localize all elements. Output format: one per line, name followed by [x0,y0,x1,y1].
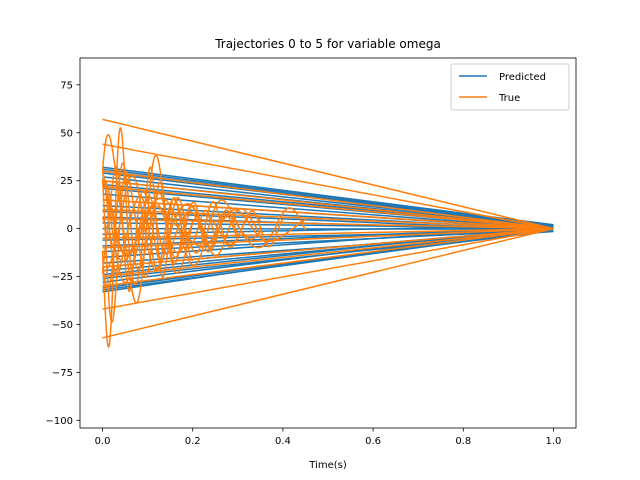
predicted-line [102,168,554,226]
x-tick-label: 0.6 [365,436,381,447]
predicted-line [102,193,554,230]
true-line [102,185,554,230]
true-line [102,227,554,287]
x-tick-label: 0.0 [95,436,111,447]
y-tick-label: 0 [67,224,73,235]
y-tick-label: 50 [60,128,73,139]
plot-area [101,118,554,348]
y-tick-label: −100 [46,416,73,427]
plot-frame [79,57,577,429]
true-line [102,227,554,339]
true-line [102,227,554,268]
y-tick-label: 25 [60,176,73,187]
x-axis: 0.0 0.2 0.4 0.6 0.8 1.0 [95,428,562,447]
true-line [102,218,554,230]
predicted-line [102,228,554,291]
true-line [102,143,554,230]
y-axis: −100 −75 −50 −25 0 25 50 75 [46,80,80,427]
series-layer [101,118,554,348]
true-line [102,227,554,249]
chart-title: Trajectories 0 to 5 for variable omega [214,37,441,51]
true-oscillation [101,171,284,276]
x-tick-label: 0.4 [275,436,291,447]
y-tick-label: −75 [52,368,73,379]
y-tick-label: 75 [60,80,73,91]
true-line [102,227,554,278]
true-line [102,118,554,230]
true-line [102,170,554,230]
x-axis-label: Time(s) [308,460,347,471]
true-oscillation [101,134,194,304]
y-tick-label: −50 [52,320,73,331]
legend-label-true: True [498,93,520,104]
x-tick-label: 1.0 [546,436,562,447]
predicted-line [102,229,554,253]
y-tick-label: −25 [52,272,73,283]
x-tick-label: 0.2 [185,436,201,447]
x-tick-label: 0.8 [455,436,471,447]
legend: Predicted True [450,63,570,111]
true-line [102,227,554,310]
true-oscillation [101,127,194,348]
true-oscillation [102,174,261,273]
true-line [102,227,554,239]
legend-label-predicted: Predicted [499,72,546,83]
true-line [102,179,554,230]
